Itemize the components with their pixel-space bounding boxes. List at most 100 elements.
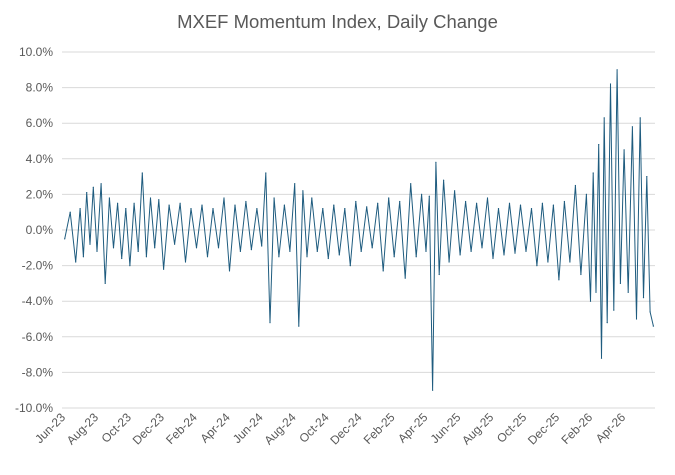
series-point	[89, 243, 91, 245]
series-point	[75, 261, 77, 263]
x-tick-label: Aug-24	[261, 410, 298, 447]
series-point	[289, 250, 291, 252]
series-point	[112, 247, 115, 249]
series-point	[179, 202, 181, 204]
series-point	[154, 247, 156, 249]
series-point	[616, 69, 618, 71]
series-point	[481, 247, 483, 249]
x-tick-label: Dec-25	[525, 410, 562, 447]
series-point	[470, 250, 472, 252]
series-point	[558, 279, 560, 281]
series-point	[404, 277, 406, 279]
x-tick-label: Apr-26	[593, 410, 629, 446]
series-point	[86, 192, 88, 194]
chart-title: MXEF Momentum Index, Daily Change	[177, 11, 498, 32]
series-point	[355, 200, 357, 203]
series-point	[454, 190, 456, 192]
series-point	[642, 297, 645, 299]
series-point	[595, 291, 597, 293]
series-point	[563, 200, 566, 203]
series-point	[623, 149, 625, 151]
series-point	[425, 250, 427, 252]
series-point	[497, 208, 500, 210]
series-point	[600, 357, 603, 359]
series-point	[432, 389, 434, 391]
series-point	[261, 245, 263, 247]
y-axis-tick-labels: 10.0% 8.0% 6.0% 4.0% 2.0% 0.0% -2.0% -4.0% -6.0%…	[15, 45, 53, 415]
series-point	[184, 261, 187, 263]
series-point	[435, 161, 437, 163]
y-tick-label: 6.0%	[26, 116, 54, 130]
series-point	[234, 204, 236, 206]
series-point	[190, 208, 192, 210]
series-point	[613, 309, 615, 311]
series-point	[569, 261, 571, 263]
series-point	[273, 197, 275, 199]
series-point	[530, 208, 533, 210]
series-point	[104, 282, 106, 284]
x-tick-label: Dec-23	[130, 410, 167, 447]
series-point	[627, 291, 629, 293]
series-point	[349, 265, 351, 267]
series-point	[443, 179, 445, 181]
series-point	[195, 247, 198, 249]
x-axis-tick-labels: Jun-23Aug-23Oct-23Dec-23Feb-24Apr-24Jun-…	[32, 410, 628, 447]
series-point	[603, 117, 605, 119]
series-point	[492, 257, 494, 260]
series-point	[256, 208, 258, 210]
series-point	[360, 250, 362, 252]
series-point	[82, 256, 84, 258]
series-point	[399, 200, 401, 203]
series-point	[508, 202, 511, 204]
series-point	[598, 144, 600, 146]
gridlines	[62, 51, 655, 409]
x-tick-label: Oct-25	[494, 410, 530, 446]
series-point	[592, 172, 594, 174]
series-point	[302, 190, 304, 192]
y-tick-label: 10.0%	[19, 45, 53, 59]
series-point	[371, 247, 373, 249]
series-point	[428, 195, 430, 197]
y-tick-label: -6.0%	[22, 330, 54, 344]
series-point	[377, 202, 379, 204]
series-point	[125, 208, 127, 210]
series-point	[525, 250, 527, 252]
series-point	[168, 204, 170, 206]
series-point	[635, 318, 638, 320]
series-point	[217, 247, 220, 249]
x-tick-label: Jun-25	[428, 410, 464, 446]
series-point	[108, 197, 110, 199]
series-point	[306, 256, 308, 258]
series-point	[552, 204, 555, 206]
series-line	[64, 69, 654, 391]
series-point	[606, 322, 608, 324]
series-point	[149, 197, 152, 199]
x-tick-label: Oct-24	[296, 410, 332, 446]
x-tick-label: Feb-26	[558, 410, 595, 447]
x-tick-label: Dec-24	[327, 410, 364, 447]
series-point	[141, 172, 143, 174]
y-tick-label: 0.0%	[26, 223, 54, 237]
x-tick-label: Feb-24	[163, 410, 200, 447]
series-point	[117, 202, 119, 204]
series-point	[448, 261, 450, 263]
series-point	[344, 208, 346, 210]
y-tick-label: -8.0%	[22, 365, 54, 379]
series-point	[503, 254, 505, 256]
series-point	[536, 265, 538, 267]
series-point	[64, 238, 66, 240]
series-point	[639, 117, 641, 119]
series-point	[100, 183, 102, 185]
series-point	[476, 202, 478, 204]
series-point	[327, 257, 329, 260]
series-point	[547, 261, 549, 263]
series-point	[129, 265, 131, 267]
x-tick-label: Jun-23	[32, 410, 68, 446]
series-point	[121, 257, 123, 260]
series-point	[421, 193, 423, 195]
series-point	[631, 126, 634, 128]
series-point	[137, 250, 139, 252]
x-tick-label: Feb-25	[361, 410, 398, 447]
